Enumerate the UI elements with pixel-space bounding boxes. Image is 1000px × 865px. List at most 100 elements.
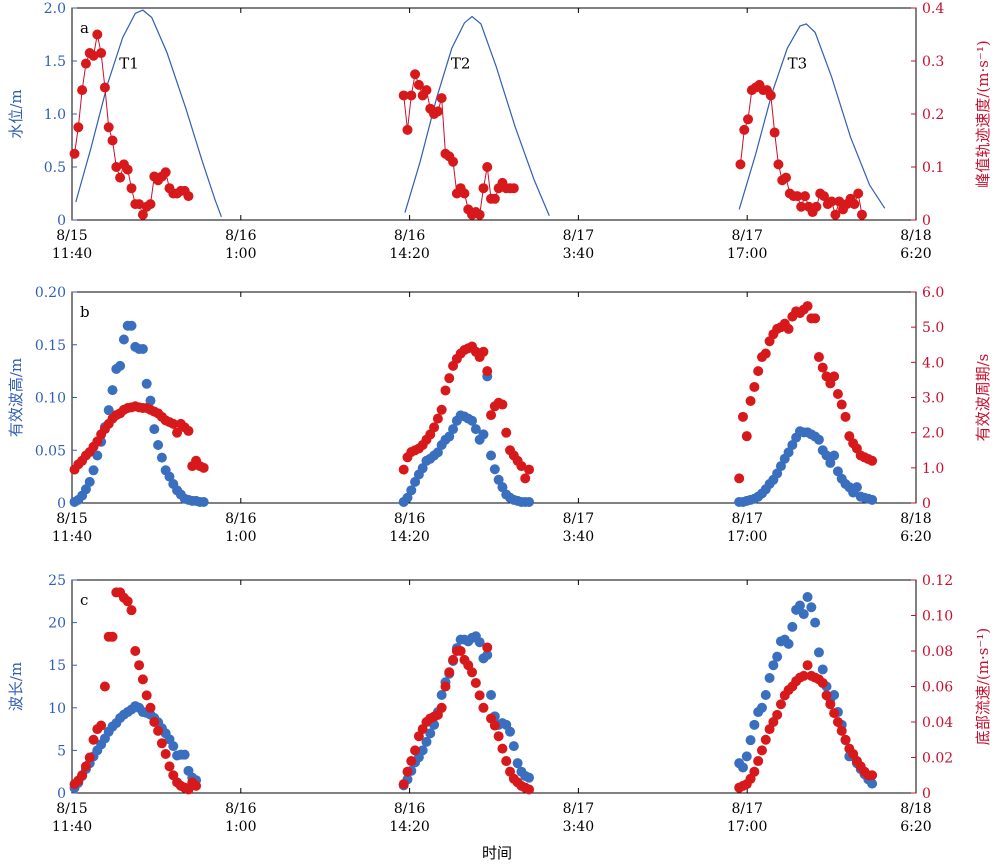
left-series-point: [410, 476, 421, 487]
right-series-point: [474, 690, 485, 701]
left-series-point: [425, 728, 436, 739]
left-tick-label: 2.0: [44, 1, 66, 17]
right-series-point: [444, 373, 455, 384]
right-series-point: [829, 371, 840, 382]
right-series-point: [99, 681, 110, 692]
right-series-point: [448, 654, 459, 665]
left-series-point: [524, 496, 535, 507]
x-tick-label-time: 6:20: [900, 529, 931, 545]
right-tick-label: 0.1: [922, 160, 944, 176]
left-series-point: [749, 719, 760, 730]
right-series-point: [802, 301, 813, 312]
tide-annotation: T3: [788, 54, 808, 72]
right-series-point: [130, 646, 141, 656]
velocity-point: [834, 196, 845, 207]
velocity-point: [183, 191, 194, 202]
velocity-point: [735, 159, 746, 170]
left-series-point: [145, 395, 156, 406]
right-series-point: [798, 670, 809, 681]
left-series-point: [512, 758, 523, 769]
left-axis-label: 波长/m: [7, 662, 25, 711]
velocity-point: [432, 106, 443, 117]
right-axis-label: 有效波周期/s: [974, 354, 992, 442]
left-series-point: [524, 772, 535, 783]
tide-annotation: T1: [119, 54, 139, 72]
left-series-point: [448, 424, 459, 435]
right-series-point: [501, 427, 512, 438]
panel-b: 8/15 11:40 8/16 1:00 8/16 14:20 8/17 3:40 8/17 17…: [7, 285, 992, 545]
left-series-point: [783, 447, 794, 458]
left-tick-label: 1.5: [44, 54, 66, 70]
velocity-point: [781, 172, 792, 183]
left-tick-label: 20: [48, 616, 66, 632]
velocity-point: [413, 79, 424, 90]
velocity-point: [96, 48, 107, 59]
right-series-point: [134, 660, 145, 671]
left-series-point: [813, 434, 824, 445]
x-tick-label-date: 8/17: [731, 801, 762, 817]
velocity-point: [819, 191, 830, 202]
right-series-point: [749, 766, 760, 777]
left-series-point: [486, 690, 497, 701]
left-series-point: [745, 735, 756, 746]
water-level-line: [404, 15, 550, 216]
left-series-point: [806, 602, 817, 613]
velocity-point: [77, 85, 88, 96]
velocity-point: [134, 199, 145, 210]
velocity-point: [773, 159, 784, 170]
velocity-point: [73, 122, 84, 133]
left-tick-label: 0: [57, 213, 66, 229]
velocity-point: [482, 162, 493, 172]
velocity-point: [743, 114, 754, 125]
right-tick-label: 4.0: [922, 355, 944, 371]
x-tick-label-date: 8/18: [900, 801, 931, 817]
right-series-point: [760, 348, 771, 359]
velocity-point: [88, 50, 99, 61]
left-series-point: [467, 415, 478, 426]
right-series-point: [126, 605, 137, 616]
x-tick-label-time: 3:40: [563, 246, 594, 262]
velocity-point: [398, 90, 409, 101]
right-tick-label: 0: [922, 496, 931, 512]
left-series-point: [489, 464, 500, 475]
right-series-point: [141, 690, 152, 701]
right-series-point: [829, 708, 840, 719]
right-series-point: [122, 596, 133, 607]
left-series-point: [141, 378, 152, 389]
panel-a: 8/15 11:40 8/16 1:00 8/16 14:20 8/17 3:40 8/17 17…: [7, 1, 992, 262]
left-series-point: [474, 637, 485, 648]
right-tick-label: 0.06: [922, 680, 953, 696]
right-series-point: [444, 667, 455, 678]
x-tick-label-time: 14:20: [389, 246, 429, 262]
velocity-point: [406, 90, 417, 101]
left-series-point: [168, 741, 179, 752]
right-series-point: [840, 734, 851, 745]
left-series-point: [126, 320, 137, 331]
x-tick-label-time: 6:20: [900, 246, 931, 262]
velocity-point: [436, 93, 447, 104]
left-series-point: [798, 609, 809, 620]
left-series-point: [741, 751, 752, 762]
right-tick-label: 0: [922, 786, 931, 802]
left-series-point: [775, 461, 786, 472]
velocity-point: [792, 191, 803, 202]
velocity-point: [856, 209, 867, 220]
right-series-point: [149, 717, 160, 727]
panel-letter: c: [80, 591, 88, 609]
right-series-point: [783, 323, 794, 334]
left-tick-label: 15: [48, 658, 66, 674]
x-tick-label-time: 1:00: [225, 529, 256, 545]
velocity-point: [122, 164, 133, 175]
left-series-point: [107, 385, 118, 396]
right-series-point: [402, 766, 413, 777]
x-tick-label-date: 8/16: [394, 228, 426, 244]
velocity-point: [115, 172, 126, 183]
right-axis-label: 底部流速/(m·s⁻¹): [974, 628, 992, 745]
left-series-point: [810, 617, 821, 628]
right-series-point: [489, 720, 500, 731]
right-series-point: [107, 631, 118, 642]
right-series-point: [867, 455, 878, 466]
velocity-point: [765, 90, 776, 101]
left-series-point: [470, 424, 481, 435]
velocity-point: [99, 82, 110, 93]
